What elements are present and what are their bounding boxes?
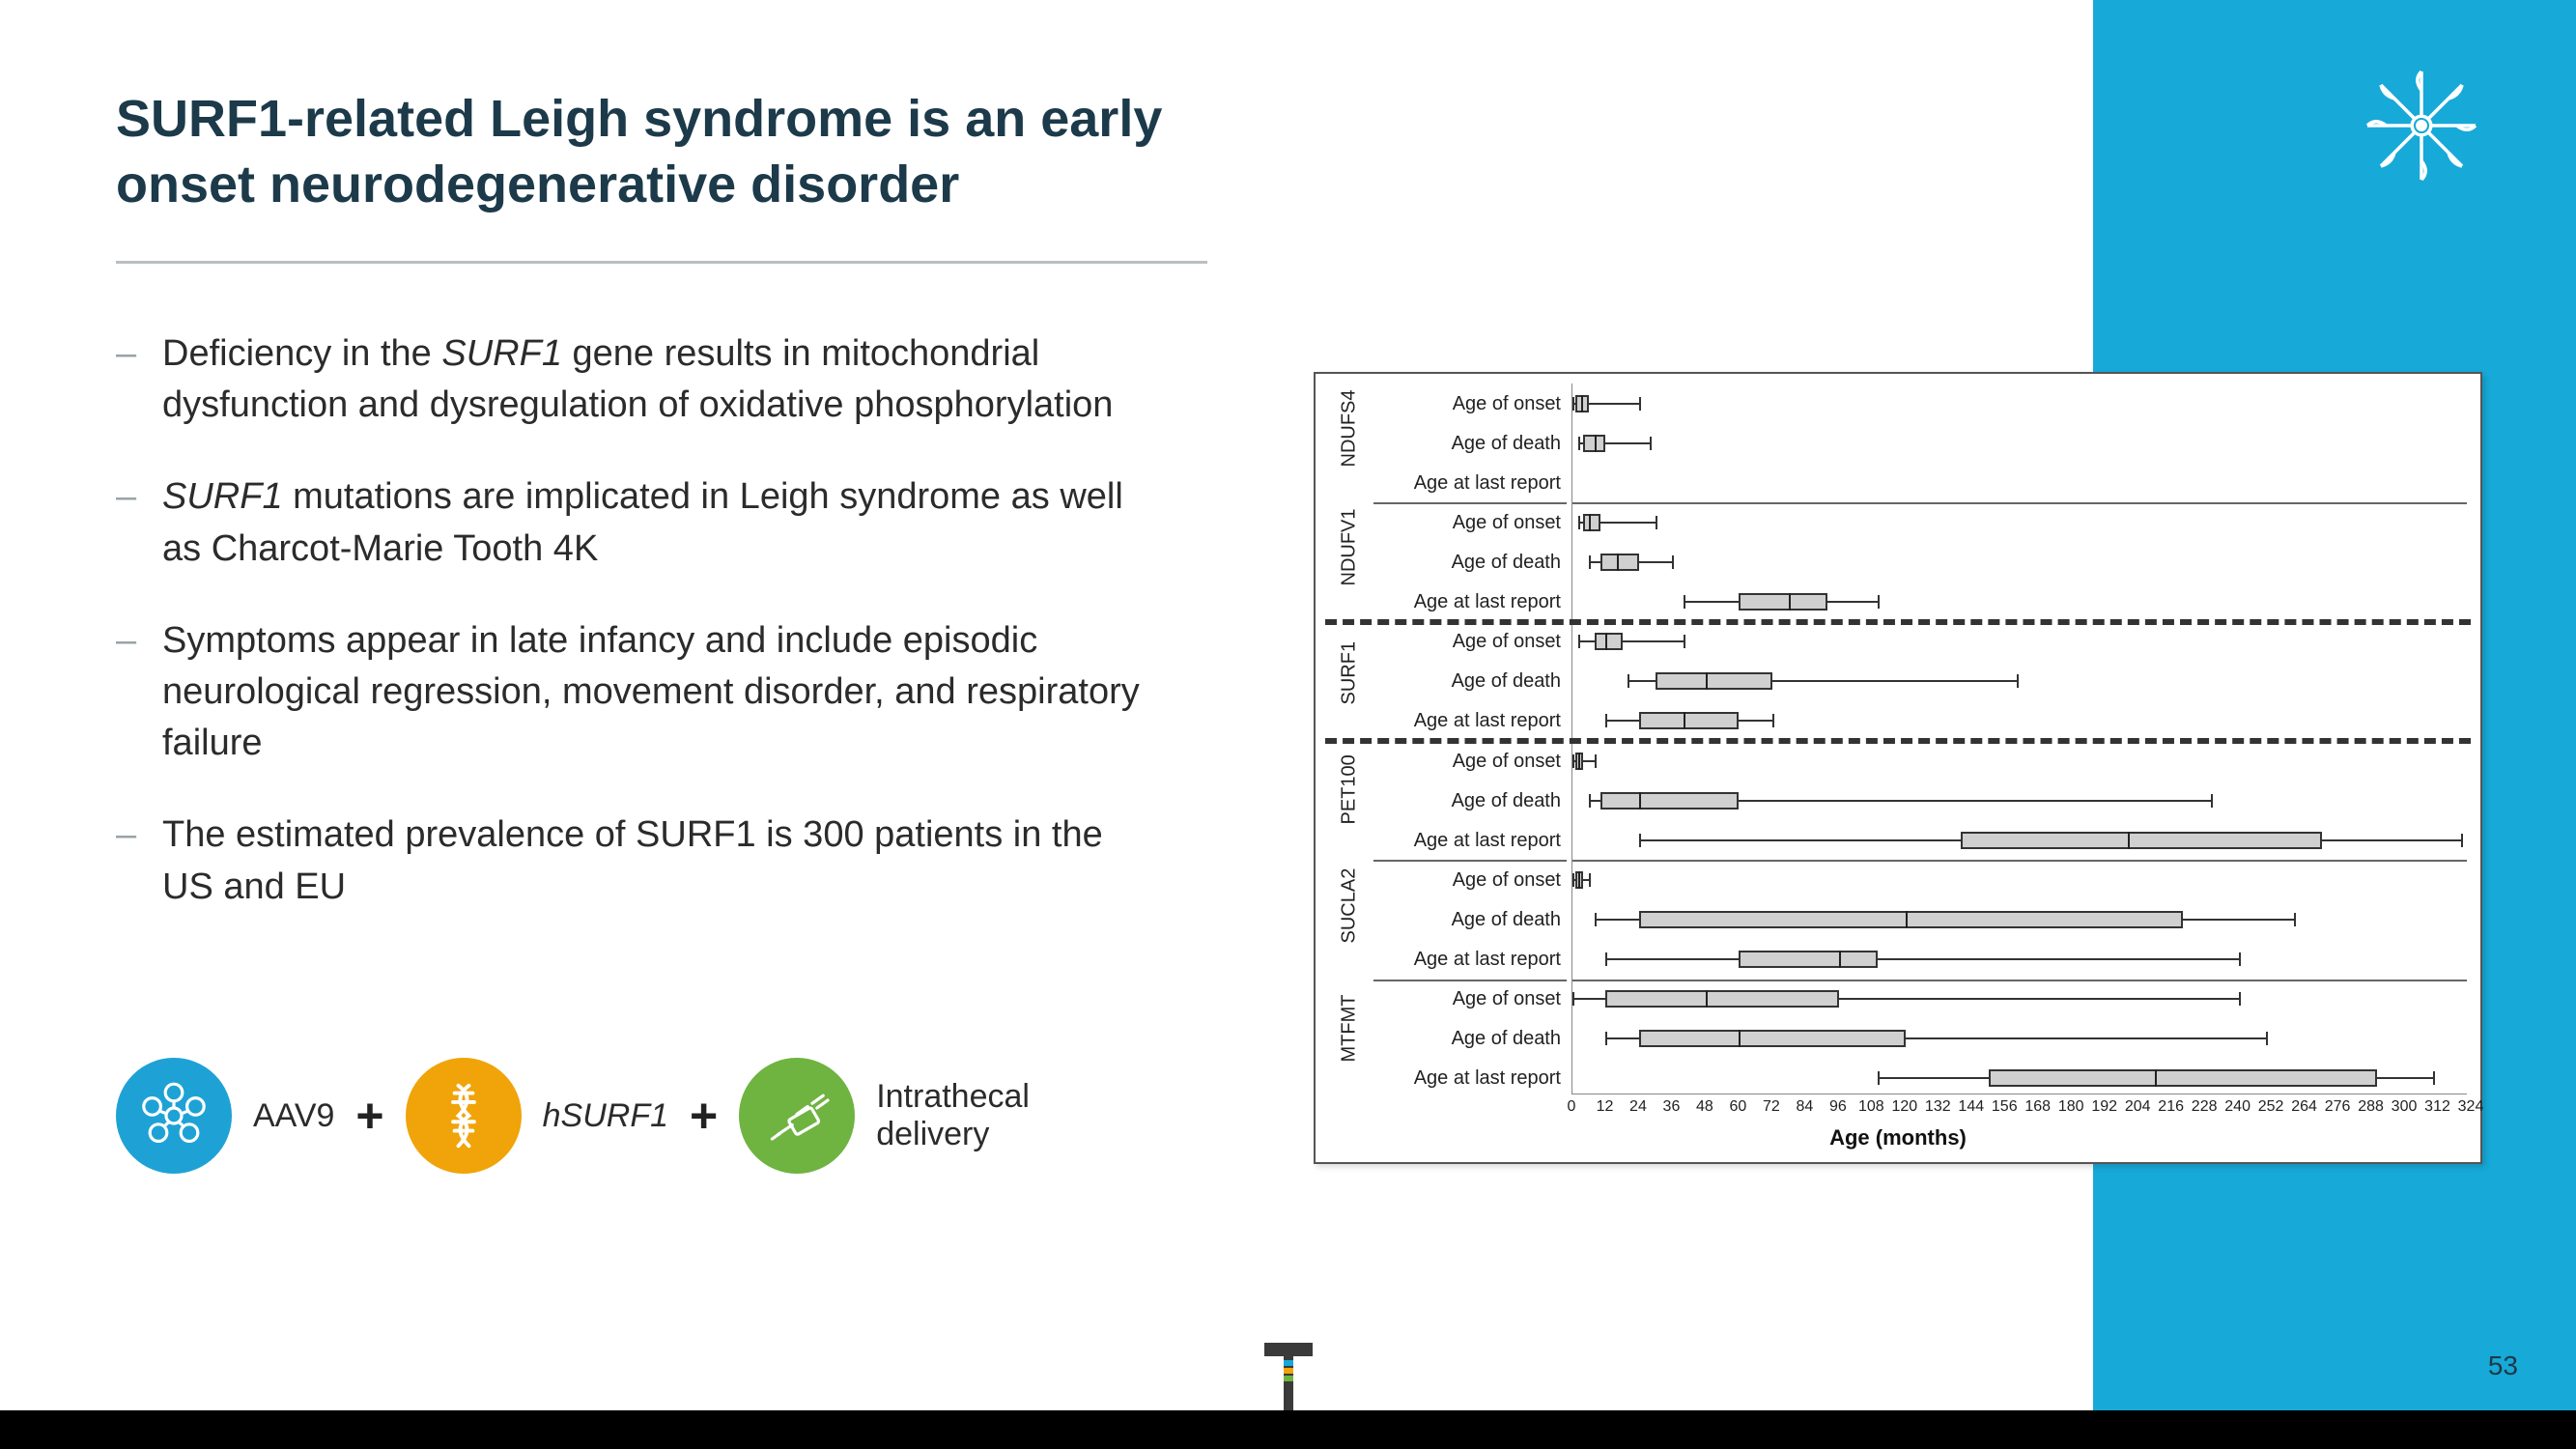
x-tick: 36 [1663, 1098, 1681, 1116]
boxplot [1572, 990, 2472, 1008]
row-label: Age of onset [1453, 869, 1561, 892]
x-tick: 48 [1696, 1098, 1713, 1116]
x-tick: 12 [1597, 1098, 1614, 1116]
x-tick: 240 [2224, 1098, 2250, 1116]
boxplot [1572, 951, 2472, 968]
gene-label: PET100 [1339, 776, 1361, 824]
x-tick: 312 [2424, 1098, 2450, 1116]
row-label: Age of death [1452, 433, 1561, 455]
plus-icon: + [355, 1088, 383, 1144]
row-label: Age of onset [1453, 631, 1561, 653]
boxplot [1572, 554, 2472, 571]
x-tick: 24 [1629, 1098, 1647, 1116]
plus-icon: + [690, 1088, 718, 1144]
row-label: Age at last report [1414, 710, 1561, 732]
boxplot [1572, 792, 2472, 810]
row-label: Age of onset [1453, 512, 1561, 534]
title-underline [116, 261, 1207, 264]
page-number: 53 [2488, 1350, 2518, 1381]
boxplot [1572, 832, 2472, 849]
bullet-item: The estimated prevalence of SURF1 is 300… [116, 810, 1159, 912]
row-label: Age of death [1452, 670, 1561, 693]
boxplot [1572, 1030, 2472, 1047]
boxplot-chart: NDUFS4 NDUFV1 SURF1 PET100 SUCLA2 MTFMT Age o… [1314, 372, 2482, 1164]
boxplot [1572, 435, 2472, 452]
row-label: Age of death [1452, 552, 1561, 574]
bullet-item: Symptoms appear in late infancy and incl… [116, 615, 1159, 770]
x-tick: 288 [2358, 1098, 2384, 1116]
x-tick: 60 [1730, 1098, 1747, 1116]
boxplot [1572, 871, 2472, 889]
bullet-item: Deficiency in the SURF1 gene results in … [116, 328, 1159, 431]
boxplot [1572, 514, 2472, 531]
x-tick: 276 [2325, 1098, 2351, 1116]
x-tick: 84 [1796, 1098, 1813, 1116]
row-label: Age at last report [1414, 591, 1561, 613]
boxplot [1572, 753, 2472, 770]
boxplot [1572, 395, 2472, 412]
x-tick: 216 [2158, 1098, 2184, 1116]
intrathecal-line2: delivery [876, 1116, 1030, 1153]
aav9-label: AAV9 [253, 1097, 334, 1135]
intrathecal-icon [739, 1058, 855, 1174]
x-tick: 96 [1829, 1098, 1847, 1116]
boxplot [1572, 911, 2472, 928]
boxplot [1572, 1069, 2472, 1087]
boxplot [1572, 633, 2472, 650]
hsurf1-label: hSURF1 [543, 1097, 668, 1135]
boxplot [1572, 593, 2472, 611]
row-label: Age at last report [1414, 472, 1561, 495]
boxplot [1572, 712, 2472, 729]
x-tick: 156 [1992, 1098, 2018, 1116]
bullet-list: Deficiency in the SURF1 gene results in … [116, 328, 1159, 953]
hsurf1-icon [406, 1058, 522, 1174]
x-tick: 324 [2458, 1098, 2484, 1116]
x-tick: 168 [2024, 1098, 2051, 1116]
slide: SURF1-related Leigh syndrome is an early… [0, 0, 2576, 1410]
row-label: Age of death [1452, 790, 1561, 812]
footer-mark-icon [1264, 1343, 1313, 1410]
intrathecal-line1: Intrathecal [876, 1078, 1030, 1115]
x-tick: 204 [2125, 1098, 2151, 1116]
row-label: Age at last report [1414, 1067, 1561, 1090]
gene-label: MTFMT [1339, 1014, 1361, 1063]
row-label: Age of death [1452, 1028, 1561, 1050]
x-tick: 264 [2291, 1098, 2317, 1116]
x-tick: 228 [2192, 1098, 2218, 1116]
gene-label: SUCLA2 [1339, 895, 1361, 944]
gene-label: SURF1 [1339, 657, 1361, 705]
company-logo-icon [2354, 58, 2489, 193]
x-tick: 180 [2058, 1098, 2084, 1116]
bullet-item: SURF1 mutations are implicated in Leigh … [116, 471, 1159, 574]
x-tick: 0 [1568, 1098, 1576, 1116]
row-label: Age of death [1452, 909, 1561, 931]
x-tick: 108 [1858, 1098, 1884, 1116]
row-label: Age at last report [1414, 830, 1561, 852]
aav9-icon [116, 1058, 232, 1174]
x-tick: 300 [2392, 1098, 2418, 1116]
x-axis-label: Age (months) [1325, 1125, 2471, 1151]
x-tick: 252 [2258, 1098, 2284, 1116]
x-tick: 120 [1891, 1098, 1917, 1116]
x-tick: 72 [1763, 1098, 1780, 1116]
therapy-row: AAV9 + hSURF1 + [116, 1058, 1030, 1174]
slide-title: SURF1-related Leigh syndrome is an early… [116, 87, 1178, 217]
gene-label: NDUFV1 [1339, 538, 1361, 586]
x-tick: 192 [2091, 1098, 2117, 1116]
gene-label: NDUFS4 [1339, 418, 1361, 467]
x-tick: 144 [1958, 1098, 1984, 1116]
boxplot [1572, 672, 2472, 690]
row-label: Age of onset [1453, 751, 1561, 773]
intrathecal-label: Intrathecal delivery [876, 1078, 1030, 1153]
row-label: Age of onset [1453, 988, 1561, 1010]
row-label: Age of onset [1453, 393, 1561, 415]
row-label: Age at last report [1414, 949, 1561, 971]
x-tick: 132 [1925, 1098, 1951, 1116]
stage: SURF1-related Leigh syndrome is an early… [0, 0, 2576, 1449]
